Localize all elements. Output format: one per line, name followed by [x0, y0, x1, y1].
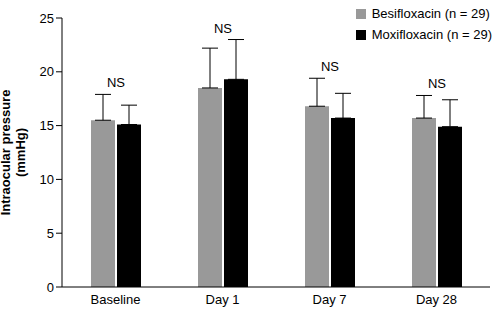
- html-text:Moxifloxacin (n = 29): Moxifloxacin (n = 29): [371, 27, 492, 42]
- svg-text:Day 28: Day 28: [416, 292, 457, 307]
- svg-text:Day 1: Day 1: [206, 292, 240, 307]
- svg-text:NS: NS: [107, 75, 125, 90]
- svg-text:20: 20: [40, 64, 54, 79]
- svg-text:Baseline: Baseline: [91, 292, 141, 307]
- html-text:Besifloxacin (n = 29): Besifloxacin (n = 29): [371, 6, 490, 21]
- svg-text:15: 15: [40, 118, 54, 133]
- svg-text:5: 5: [47, 226, 54, 241]
- svg-text:NS: NS: [214, 21, 232, 36]
- svg-text:NS: NS: [321, 59, 339, 74]
- svg-text:10: 10: [40, 172, 54, 187]
- svg-text:0: 0: [47, 280, 54, 295]
- svg-text:NS: NS: [428, 76, 446, 91]
- svg-text:Intraocular pressure(mmHg): Intraocular pressure(mmHg): [8, 90, 28, 216]
- svg-text:25: 25: [40, 11, 54, 26]
- svg-text:Day 7: Day 7: [313, 292, 347, 307]
